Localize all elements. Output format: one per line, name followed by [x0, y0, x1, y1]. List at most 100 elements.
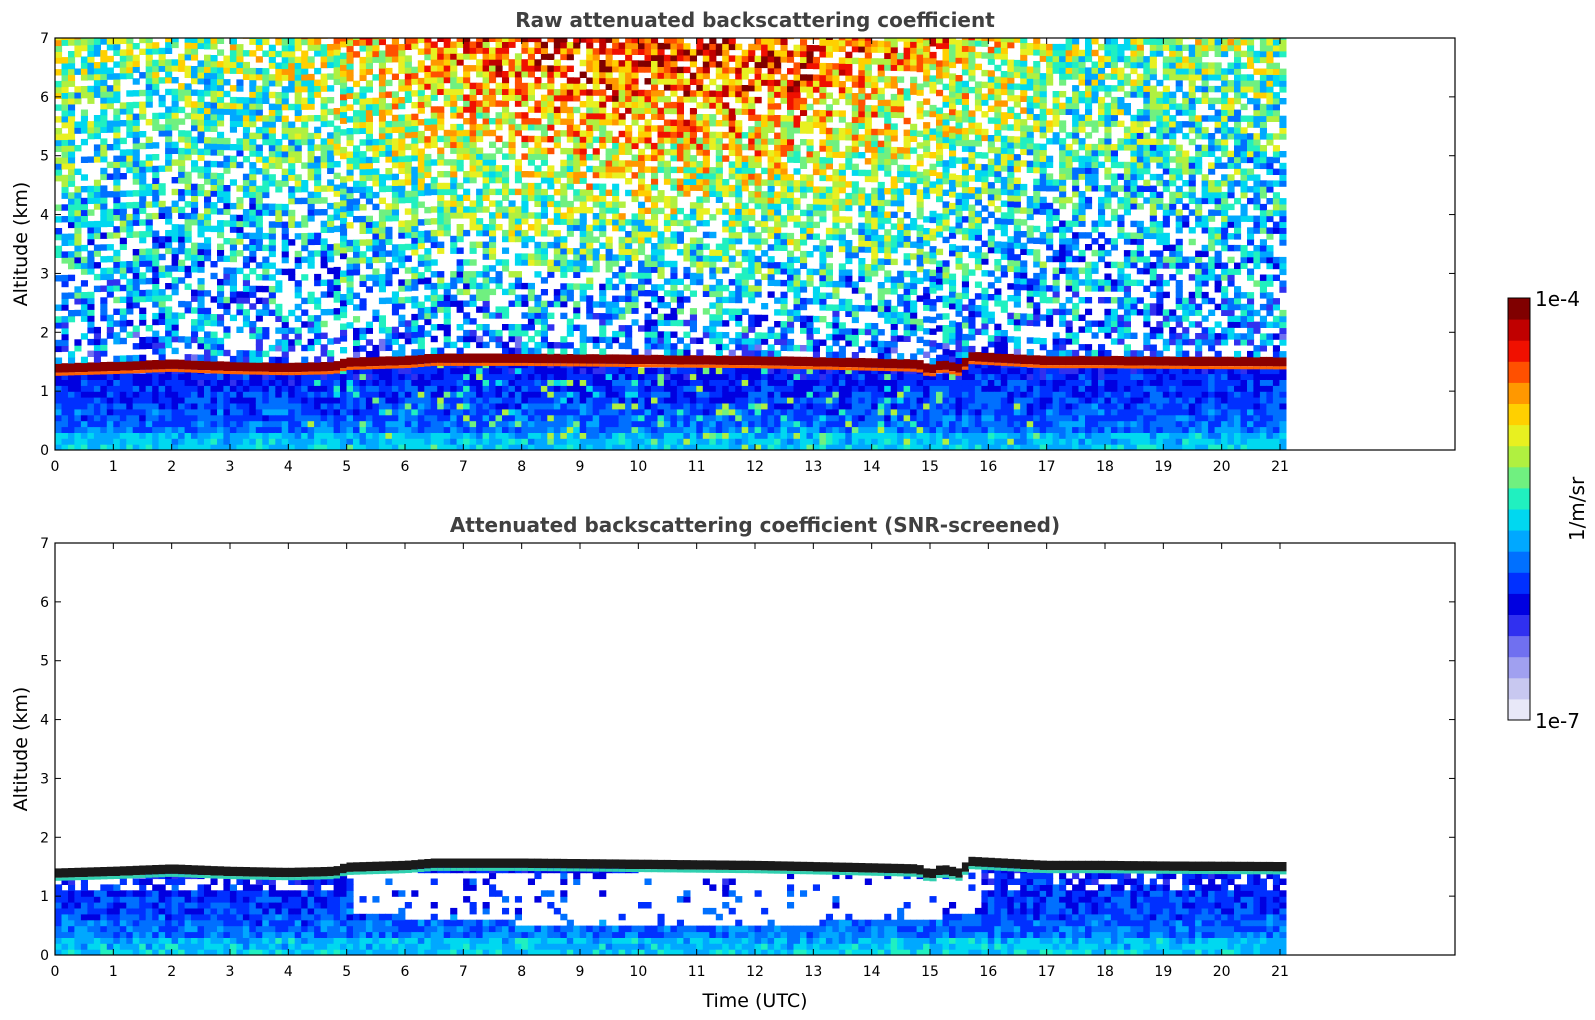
- noise-cell: [268, 262, 276, 269]
- noise-cell: [307, 97, 315, 104]
- noise-cell: [579, 171, 587, 178]
- cloud-layer-cell: [391, 356, 399, 366]
- noise-cell: [644, 348, 652, 356]
- noise-cell: [534, 135, 542, 143]
- noise-cell: [398, 285, 406, 292]
- noise-cell: [210, 72, 218, 80]
- noise-cell: [553, 177, 561, 184]
- noise-cell: [80, 333, 88, 340]
- cloud-edge-cell: [87, 371, 95, 375]
- noise-cell: [527, 224, 535, 231]
- heatmap-cell: [68, 373, 76, 380]
- noise-cell: [320, 185, 328, 192]
- noise-cell: [605, 266, 613, 273]
- noise-cell: [391, 326, 399, 334]
- noise-cell: [378, 132, 386, 140]
- raw-heatmap: [55, 38, 1287, 450]
- cloud-layer-cell: [184, 360, 192, 370]
- heatmap-cell: [443, 414, 451, 422]
- noise-cell: [281, 45, 289, 52]
- heatmap-cell: [204, 408, 212, 416]
- noise-cell: [502, 59, 510, 66]
- heatmap-cell: [93, 379, 101, 386]
- noise-cell: [450, 141, 458, 148]
- noise-cell: [288, 339, 296, 346]
- heatmap-cell: [61, 379, 69, 386]
- noise-cell: [560, 342, 568, 349]
- heatmap-cell: [249, 408, 257, 416]
- noise-cell: [307, 56, 315, 63]
- noise-cell: [514, 94, 522, 101]
- noise-cell: [599, 171, 607, 179]
- heatmap-cell: [119, 420, 127, 428]
- heatmap-cell: [527, 402, 535, 410]
- heatmap-cell: [547, 432, 555, 439]
- noise-cell: [55, 163, 63, 170]
- noise-cell: [534, 47, 542, 54]
- noise-cell: [566, 318, 574, 325]
- heatmap-cell: [119, 426, 127, 433]
- noise-cell: [489, 218, 497, 225]
- noise-cell: [288, 56, 296, 64]
- noise-cell: [340, 188, 348, 195]
- noise-cell: [514, 165, 522, 172]
- noise-cell: [307, 73, 315, 81]
- noise-cell: [372, 250, 380, 258]
- noise-cell: [74, 215, 82, 223]
- heatmap-cell: [437, 414, 445, 422]
- noise-cell: [417, 307, 425, 314]
- noise-cell: [391, 250, 399, 257]
- noise-cell: [113, 90, 121, 98]
- noise-cell: [61, 274, 69, 282]
- noise-cell: [139, 254, 147, 261]
- heatmap-cell: [560, 367, 568, 375]
- noise-cell: [217, 61, 225, 68]
- noise-cell: [514, 129, 522, 137]
- noise-cell: [430, 271, 438, 278]
- cloud-layer-cell: [204, 360, 212, 371]
- noise-cell: [579, 265, 587, 273]
- noise-cell: [268, 91, 276, 99]
- noise-cell: [657, 313, 665, 321]
- noise-cell: [314, 273, 322, 281]
- heatmap-cell: [255, 402, 263, 410]
- noise-cell: [463, 76, 471, 84]
- noise-cell: [139, 172, 147, 179]
- heatmap-cell: [217, 402, 225, 410]
- heatmap-cell: [55, 385, 63, 392]
- heatmap-cell: [437, 379, 445, 386]
- heatmap-cell: [599, 391, 607, 398]
- heatmap-cell: [204, 426, 212, 433]
- noise-cell: [385, 79, 393, 87]
- noise-cell: [229, 297, 237, 304]
- noise-cell: [74, 145, 82, 152]
- noise-cell: [521, 235, 529, 243]
- heatmap-cell: [482, 402, 490, 410]
- noise-cell: [599, 65, 607, 73]
- noise-cell: [592, 118, 600, 126]
- noise-cell: [294, 221, 302, 228]
- heatmap-cells: [55, 38, 1287, 450]
- noise-cell: [340, 347, 348, 354]
- noise-cell: [158, 295, 166, 302]
- noise-cell: [489, 76, 497, 84]
- noise-cell: [644, 231, 652, 238]
- cloud-layer-cell: [223, 361, 231, 371]
- noise-cell: [229, 55, 237, 63]
- noise-cell: [100, 344, 108, 351]
- noise-cell: [372, 350, 380, 358]
- noise-cell: [171, 277, 179, 284]
- noise-cell: [353, 333, 361, 341]
- heatmap-cell: [346, 444, 354, 450]
- noise-cell: [217, 49, 225, 56]
- noise-cell: [443, 288, 451, 296]
- noise-cell: [476, 147, 484, 154]
- cloud-layer-cell: [242, 362, 250, 372]
- noise-cell: [139, 201, 147, 208]
- noise-cell: [540, 312, 548, 319]
- noise-cell: [353, 327, 361, 335]
- noise-cell: [566, 289, 574, 296]
- noise-cell: [68, 168, 76, 176]
- noise-cell: [592, 54, 600, 61]
- noise-cell: [152, 42, 160, 49]
